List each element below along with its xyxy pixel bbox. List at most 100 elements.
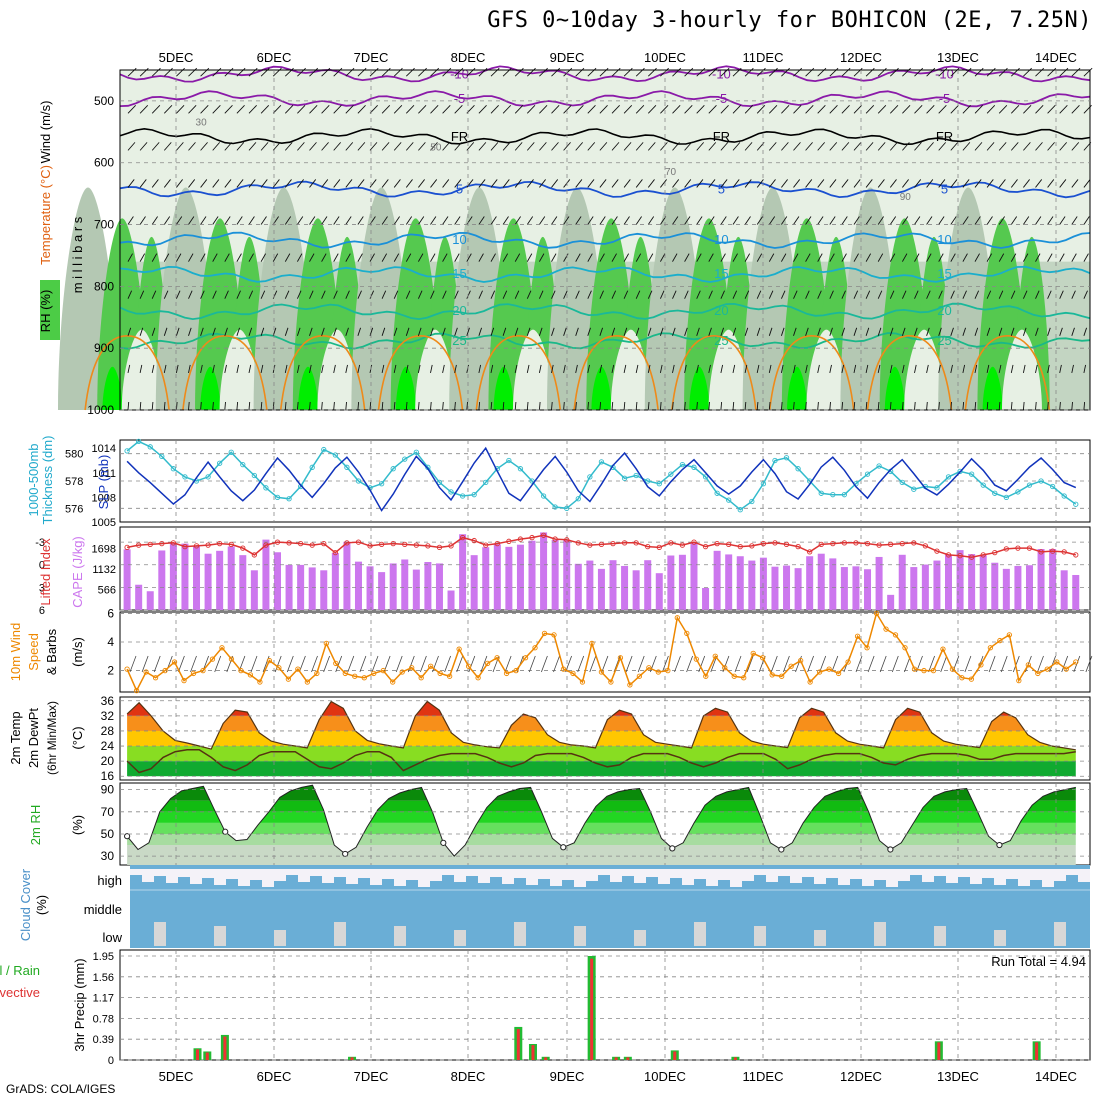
wind-barb xyxy=(212,142,221,151)
wind-barb xyxy=(1059,401,1061,411)
cape-bar xyxy=(273,552,281,610)
wind-barb xyxy=(756,104,766,114)
cape-bar xyxy=(343,541,351,610)
wind-barb xyxy=(611,327,616,336)
thickness-line-point xyxy=(1049,483,1056,490)
upper-air-frame xyxy=(119,69,1091,411)
wind-barb xyxy=(575,142,584,151)
wind-barb xyxy=(369,401,372,411)
wind-speed-line-point xyxy=(238,667,244,674)
wind-barb xyxy=(998,216,1005,225)
wind-barb xyxy=(1059,253,1065,262)
wind-barb xyxy=(381,364,385,374)
wind-barb xyxy=(248,253,254,262)
cape-bar xyxy=(146,591,154,610)
isotherm-label: FR xyxy=(451,129,468,144)
rh-bright-blob xyxy=(884,366,905,410)
cloud-clear-high xyxy=(250,869,262,880)
wind-barb xyxy=(587,364,590,374)
cloud-clear-high xyxy=(718,869,730,880)
cloud-clear-high xyxy=(466,869,478,876)
wind-barb xyxy=(297,179,304,188)
surface-wind-barb xyxy=(819,655,827,673)
thickness-tick: 576 xyxy=(65,503,83,515)
wind-barb xyxy=(442,142,450,151)
lifted-index-line-point xyxy=(1049,548,1056,554)
wind-barb xyxy=(163,142,172,151)
surface-wind-barb xyxy=(698,655,706,673)
wind-speed-line-point xyxy=(684,630,690,637)
thickness-line-point xyxy=(251,472,258,479)
wind-barb xyxy=(418,104,427,114)
wind-barb xyxy=(212,327,216,336)
wind-barb xyxy=(284,179,292,188)
lifted-index-line-point xyxy=(274,539,281,545)
wind-barb xyxy=(756,364,760,374)
surface-wind-barb xyxy=(541,655,548,673)
cloud-clear-high xyxy=(886,869,898,887)
precip-tick: 0 xyxy=(108,1055,114,1067)
wind-barb xyxy=(430,104,439,114)
wind-barb xyxy=(950,364,953,374)
wind-barb xyxy=(490,179,498,188)
wind-barb xyxy=(744,327,749,336)
thickness-line-point xyxy=(575,496,581,502)
lifted-index-label: Lifted Index xyxy=(38,538,53,606)
thickness-line-point xyxy=(968,471,975,477)
surface-wind-barb xyxy=(891,655,899,673)
thickness-line-point xyxy=(182,474,188,480)
wind-barb xyxy=(889,290,895,299)
cloud-clear-high xyxy=(418,869,430,887)
wind-barb xyxy=(805,179,813,188)
date-label-top: 10DEC xyxy=(644,50,686,65)
wind-barb xyxy=(284,216,292,225)
wind-barb xyxy=(454,142,463,151)
wind-barb xyxy=(260,142,269,151)
cape-bar xyxy=(169,543,177,610)
wind-barb xyxy=(369,327,374,336)
wind-barb xyxy=(998,401,1001,411)
wind-barb xyxy=(430,290,435,299)
wind-speed-line-point xyxy=(627,682,633,688)
thickness-line-point xyxy=(772,457,778,464)
surface-wind-barb xyxy=(444,655,451,673)
wind-barb xyxy=(224,401,226,411)
surface-wind-barb xyxy=(468,655,476,673)
wind-barb xyxy=(575,290,580,299)
lifted-index-line-point xyxy=(367,543,373,549)
wind-barb xyxy=(284,253,291,262)
wind-barb xyxy=(914,401,916,411)
wind-barb xyxy=(768,104,778,114)
wind-barb xyxy=(1023,216,1030,225)
cloud-clear-high xyxy=(154,869,166,876)
wind-speed-line-point xyxy=(589,640,595,647)
wind-barb xyxy=(526,253,533,262)
isotherm-30-line xyxy=(84,335,170,411)
temp-tick: 32 xyxy=(101,709,115,723)
lifted-index-line-point xyxy=(240,545,246,551)
wind-speed-line-point xyxy=(835,670,842,677)
wind-barb xyxy=(768,401,771,411)
wind-barb xyxy=(1023,179,1030,188)
date-label-bottom: 7DEC xyxy=(354,1069,389,1084)
thickness-line-point xyxy=(540,493,547,499)
wind-barb xyxy=(224,290,229,299)
wind-barb xyxy=(780,364,784,374)
wind-barb xyxy=(950,142,959,151)
wind-barb xyxy=(587,142,596,151)
wind-barb xyxy=(901,364,905,374)
surface-wind-barb xyxy=(734,655,742,673)
wind-barb xyxy=(708,179,716,188)
wind-barb xyxy=(224,253,230,262)
surface-wind-barb xyxy=(1000,655,1008,673)
wind-barb xyxy=(321,104,330,114)
wind-barb xyxy=(781,142,789,151)
wind-barb xyxy=(163,364,167,374)
wind-barb xyxy=(176,142,184,151)
wind-barb xyxy=(914,179,922,188)
pressure-tick: 500 xyxy=(94,94,114,108)
isotherm-label: 10 xyxy=(714,232,728,247)
cloud-clear-low xyxy=(634,930,646,946)
wind-barb xyxy=(974,104,983,114)
wind-barb xyxy=(974,253,980,262)
